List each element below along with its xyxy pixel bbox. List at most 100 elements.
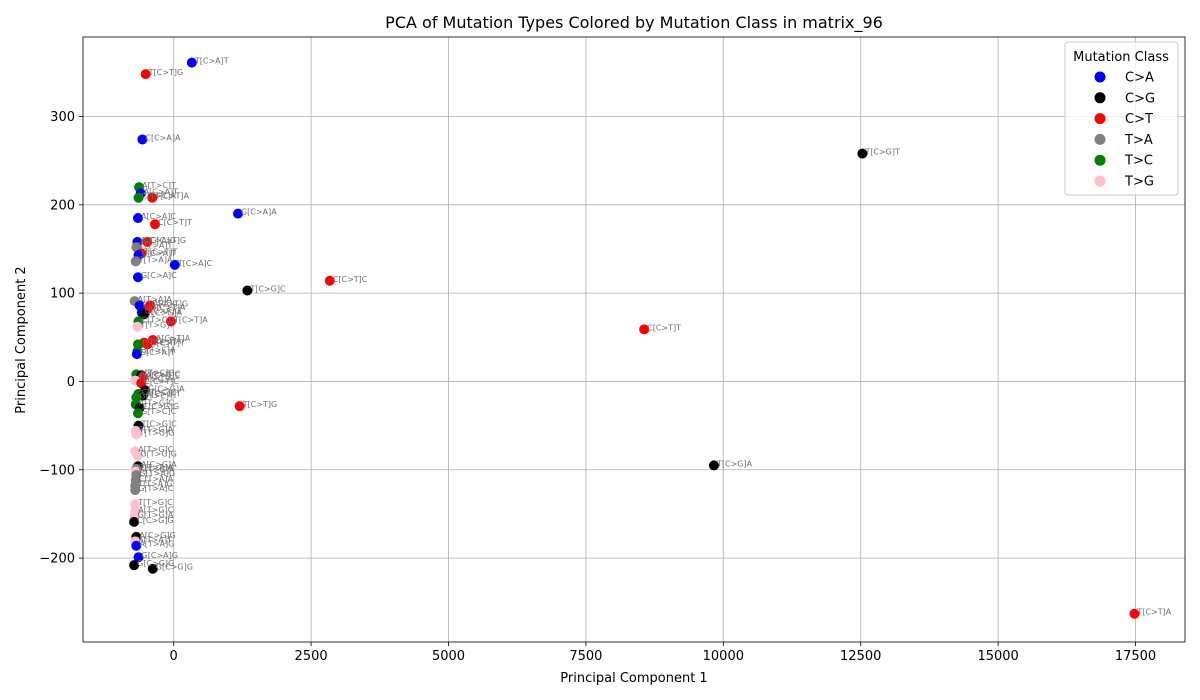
data-label: A[T>A]G <box>139 540 174 549</box>
data-label: G[C>A]A <box>241 208 277 217</box>
data-point <box>130 256 141 267</box>
data-label: A[C>G]G <box>139 531 175 540</box>
data-point <box>133 552 144 563</box>
data-label: A[C>A]T <box>144 187 178 196</box>
data-label: G[C>T]A <box>150 303 186 312</box>
data-label: T[C>T]A <box>1136 608 1171 617</box>
data-label: A[T>G]C <box>139 398 175 407</box>
data-point <box>132 408 143 419</box>
data-label: A[C>G]T <box>146 390 181 399</box>
data-label: A[T>G]C <box>138 505 174 514</box>
data-label: A[C>T]A <box>156 334 191 343</box>
data-point <box>147 563 158 574</box>
y-tick-label: 100 <box>50 287 75 302</box>
point-labels: T[C>A]TT[C>T]GC[C>A]AT[C>G]TA[T>C]TA[C>A… <box>137 57 1172 617</box>
data-label: G[T>G]A <box>138 511 174 520</box>
legend-box <box>1064 41 1179 196</box>
data-label: G[T>G]A <box>139 466 175 475</box>
data-label: C[C>G]G <box>137 516 174 525</box>
data-label: C[C>A]C <box>143 299 179 308</box>
data-label: G[C>T]G <box>150 236 186 245</box>
data-point <box>186 57 197 68</box>
plot-frame <box>82 36 1186 643</box>
data-label: G[T>C]T <box>139 391 174 400</box>
data-label: C[C>G]G <box>143 402 180 411</box>
legend: Mutation Class C>A C>G C>T T>A T>C T>G <box>1064 41 1179 196</box>
data-point <box>130 485 141 496</box>
y-axis-ticks: −200 −100 0 100 200 300 <box>39 110 83 567</box>
data-label: C[T>C]T <box>142 315 176 324</box>
data-point <box>147 192 158 203</box>
data-label: C[C>G]C <box>144 369 180 378</box>
data-label: T[T>A]A <box>138 255 173 264</box>
data-label: T[T>A]G <box>137 480 172 489</box>
legend-entry: C>T <box>1125 112 1153 127</box>
data-label: T[T>A]A <box>138 463 173 472</box>
data-label: A[C>T]G <box>153 299 188 308</box>
data-point <box>131 349 142 360</box>
data-label: A[T>G]C <box>138 445 174 454</box>
data-point <box>324 275 335 286</box>
y-axis-label: Principal Component 2 <box>14 266 29 413</box>
data-label: T[T>G]A <box>138 425 174 434</box>
data-point <box>139 309 150 320</box>
data-point <box>137 134 148 145</box>
x-axis-label: Principal Component 1 <box>560 671 707 686</box>
x-tick-label: 10000 <box>703 649 744 664</box>
data-label: A[T>A]A <box>138 295 173 304</box>
data-points <box>129 57 1140 619</box>
data-point <box>165 316 176 327</box>
data-label: T[C>A]T <box>194 57 229 66</box>
data-point <box>169 259 180 270</box>
x-tick-label: 0 <box>170 649 178 664</box>
data-point <box>857 148 868 159</box>
data-label: A[T>C]G <box>139 368 174 377</box>
data-label: T[C>G]C <box>141 420 178 429</box>
y-tick-label: 0 <box>67 375 75 390</box>
legend-marker <box>1094 113 1106 125</box>
data-point <box>133 192 144 203</box>
data-point <box>150 219 161 230</box>
data-label: A[T>A]T <box>138 535 172 544</box>
data-label: T[C>T]G <box>242 400 278 409</box>
legend-entry: T>G <box>1124 175 1154 190</box>
y-tick-label: 200 <box>50 198 75 213</box>
data-point <box>1129 608 1140 619</box>
legend-entry: T>A <box>1124 133 1153 148</box>
data-label: C[T>A]A <box>139 474 174 483</box>
data-label: G[T>C]C <box>141 407 177 416</box>
data-label: T[T>G]T <box>139 321 174 330</box>
grid-lines <box>83 37 1185 642</box>
data-point <box>242 285 253 296</box>
data-point <box>132 321 143 332</box>
x-tick-label: 15000 <box>977 649 1018 664</box>
data-label: T[C>G]T <box>864 148 900 157</box>
legend-marker <box>1094 175 1106 187</box>
legend-marker <box>1094 71 1106 83</box>
data-label: T[C>T]A <box>154 192 189 201</box>
data-point <box>140 69 151 80</box>
data-point <box>131 429 142 440</box>
data-label: G[T>A]C <box>138 484 174 493</box>
data-label: T[C>A]C <box>177 259 213 268</box>
data-label: G[C>A]C <box>141 271 177 280</box>
x-tick-label: 12500 <box>840 649 881 664</box>
data-label: C[C>T]C <box>333 275 368 284</box>
data-point <box>130 499 141 510</box>
data-label: T[C>G]A <box>716 459 753 468</box>
x-tick-label: 5000 <box>432 649 465 664</box>
data-label: G[C>G]A <box>148 384 185 393</box>
data-label: T[C>G]A <box>146 308 183 317</box>
data-label: G[T>A]G <box>139 469 175 478</box>
data-label: G[T>G]G <box>140 450 176 459</box>
data-label: T[T>A]T <box>138 241 172 250</box>
legend-marker <box>1094 133 1106 145</box>
data-label: G[C>T]T <box>150 338 185 347</box>
data-point <box>234 401 245 412</box>
data-label: G[C>G]G <box>137 559 174 568</box>
x-tick-label: 17500 <box>1115 649 1156 664</box>
legend-title: Mutation Class <box>1073 50 1169 65</box>
data-label: T[C>T]T <box>143 247 177 256</box>
chart-title: PCA of Mutation Types Colored by Mutatio… <box>385 13 883 33</box>
data-label: C[T>C]C <box>142 388 177 397</box>
